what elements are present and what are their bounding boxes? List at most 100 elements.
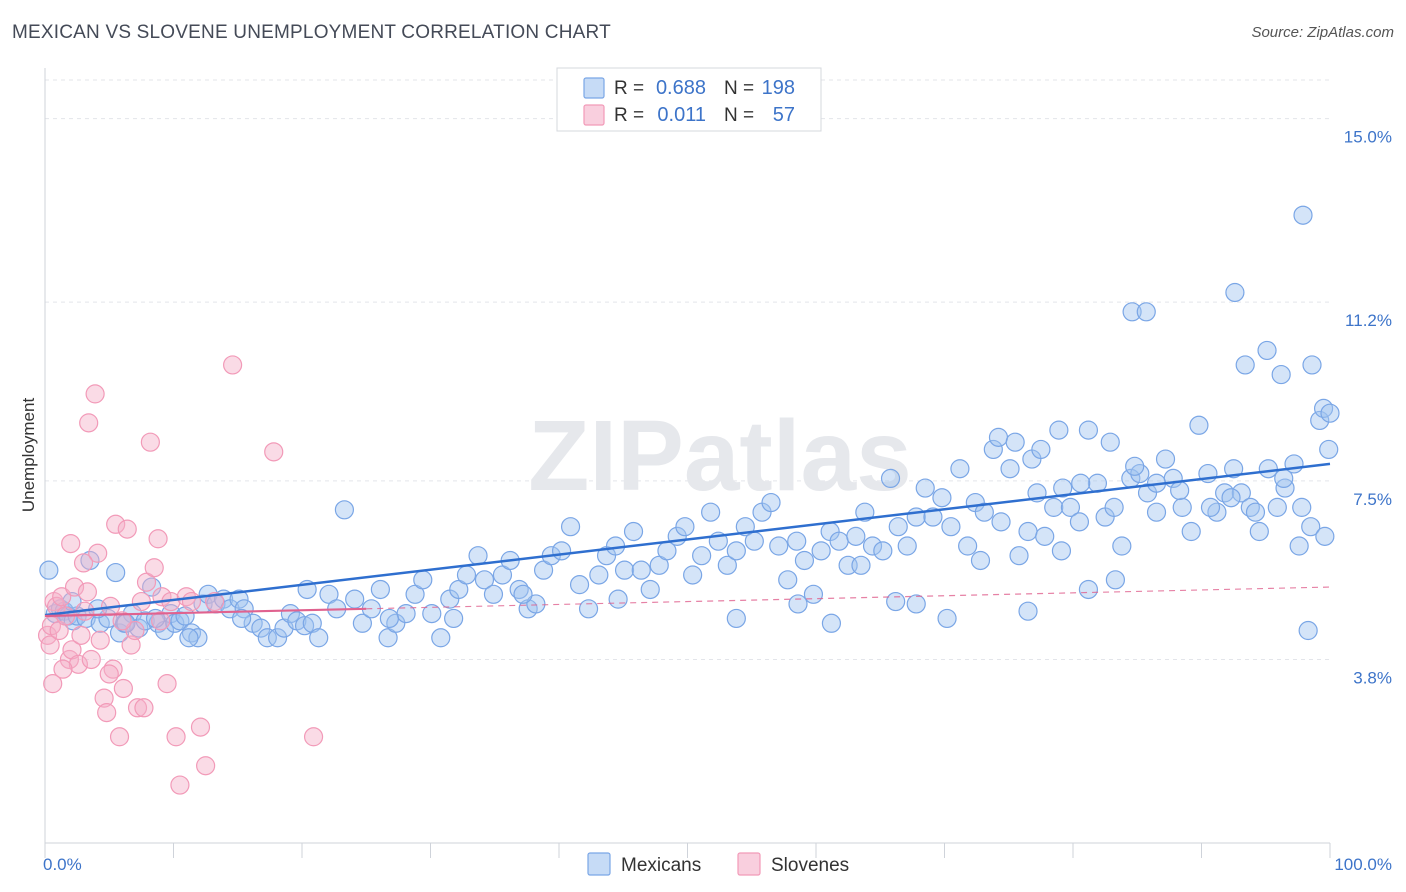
data-point bbox=[513, 584, 533, 604]
data-point bbox=[1320, 403, 1340, 423]
data-point bbox=[1172, 497, 1192, 517]
legend-label-slovenes: Slovenes bbox=[771, 855, 849, 876]
chart-source: Source: ZipAtlas.com bbox=[1251, 24, 1394, 41]
data-point bbox=[413, 570, 433, 590]
stats-swatch bbox=[583, 77, 605, 99]
data-point bbox=[1053, 478, 1073, 498]
data-point bbox=[205, 591, 225, 612]
data-point bbox=[157, 674, 177, 694]
data-point bbox=[1071, 473, 1091, 493]
data-point bbox=[117, 519, 137, 539]
watermark: ZIPatlas bbox=[528, 400, 912, 512]
data-point bbox=[778, 570, 798, 590]
data-point bbox=[113, 678, 133, 699]
data-point bbox=[303, 727, 324, 747]
data-point bbox=[811, 541, 831, 561]
data-point bbox=[474, 570, 495, 590]
data-point bbox=[53, 659, 73, 679]
data-point bbox=[88, 543, 108, 563]
data-point bbox=[640, 579, 660, 600]
data-point bbox=[787, 531, 807, 551]
data-point bbox=[851, 555, 871, 575]
data-point bbox=[988, 427, 1009, 447]
data-point bbox=[769, 536, 789, 556]
data-point bbox=[1112, 536, 1132, 556]
data-point bbox=[803, 584, 824, 604]
data-point bbox=[140, 432, 160, 452]
data-point bbox=[1231, 483, 1251, 503]
data-point bbox=[99, 664, 119, 684]
data-point bbox=[1136, 302, 1156, 322]
data-point bbox=[1170, 480, 1190, 501]
series-slovenes bbox=[37, 355, 324, 795]
data-point bbox=[1018, 601, 1038, 621]
data-point bbox=[717, 555, 737, 575]
data-point bbox=[1315, 526, 1335, 546]
data-point bbox=[121, 635, 141, 655]
data-point bbox=[886, 591, 906, 612]
data-point bbox=[170, 775, 190, 795]
data-point bbox=[1000, 459, 1020, 479]
data-point bbox=[1155, 449, 1176, 469]
data-point bbox=[280, 604, 301, 624]
data-point bbox=[726, 541, 746, 561]
stats-n-label: N = bbox=[724, 105, 754, 126]
y-tick-label: 3.8% bbox=[1353, 668, 1392, 687]
data-point bbox=[1105, 570, 1126, 590]
data-point bbox=[370, 579, 390, 600]
data-point bbox=[1049, 420, 1069, 440]
data-point bbox=[1225, 282, 1245, 303]
data-point bbox=[941, 517, 961, 537]
points-layer bbox=[37, 205, 1340, 795]
series-mexicans bbox=[39, 205, 1340, 648]
stats-r-value: 0.688 bbox=[656, 77, 706, 99]
data-point bbox=[1221, 488, 1241, 508]
data-point bbox=[127, 698, 148, 718]
data-point bbox=[229, 589, 249, 609]
trend-line-dashed-slovenes bbox=[366, 586, 1331, 610]
data-point bbox=[90, 630, 110, 650]
x-tick-label: 0.0% bbox=[43, 855, 82, 874]
data-point bbox=[1319, 439, 1339, 460]
data-point bbox=[109, 727, 130, 747]
data-point bbox=[144, 558, 164, 578]
y-tick-label: 15.0% bbox=[1344, 128, 1392, 147]
data-point bbox=[294, 616, 315, 636]
data-point bbox=[983, 439, 1003, 460]
data-point bbox=[950, 459, 970, 479]
data-point bbox=[1069, 512, 1090, 532]
data-point bbox=[846, 526, 866, 546]
data-point bbox=[43, 674, 63, 694]
data-point bbox=[1122, 302, 1142, 322]
trend-layer bbox=[44, 462, 1331, 618]
legend-swatch-mexicans bbox=[587, 852, 611, 876]
data-point bbox=[85, 384, 105, 404]
data-point bbox=[79, 413, 99, 433]
data-point bbox=[379, 608, 399, 629]
data-point bbox=[267, 628, 288, 648]
data-point bbox=[1189, 415, 1209, 435]
data-point bbox=[179, 628, 199, 648]
data-point bbox=[608, 589, 628, 609]
data-point bbox=[483, 584, 504, 604]
trend-line-mexicans bbox=[44, 462, 1331, 617]
data-point bbox=[1267, 497, 1287, 517]
data-point bbox=[1200, 497, 1221, 517]
data-point bbox=[1060, 497, 1081, 517]
data-point bbox=[1310, 410, 1330, 431]
data-point bbox=[888, 517, 908, 537]
data-point bbox=[223, 355, 243, 375]
data-point bbox=[257, 628, 277, 648]
y-tick-label: 11.2% bbox=[1345, 311, 1392, 330]
data-point bbox=[937, 608, 957, 629]
data-point bbox=[134, 698, 154, 718]
data-point bbox=[897, 536, 917, 556]
data-point bbox=[1271, 364, 1291, 385]
data-point bbox=[614, 560, 635, 580]
series-legend: Mexicans Slovenes bbox=[587, 852, 849, 876]
data-point bbox=[112, 611, 132, 631]
data-point bbox=[1078, 420, 1099, 440]
data-point bbox=[251, 618, 271, 638]
data-point bbox=[52, 587, 72, 607]
